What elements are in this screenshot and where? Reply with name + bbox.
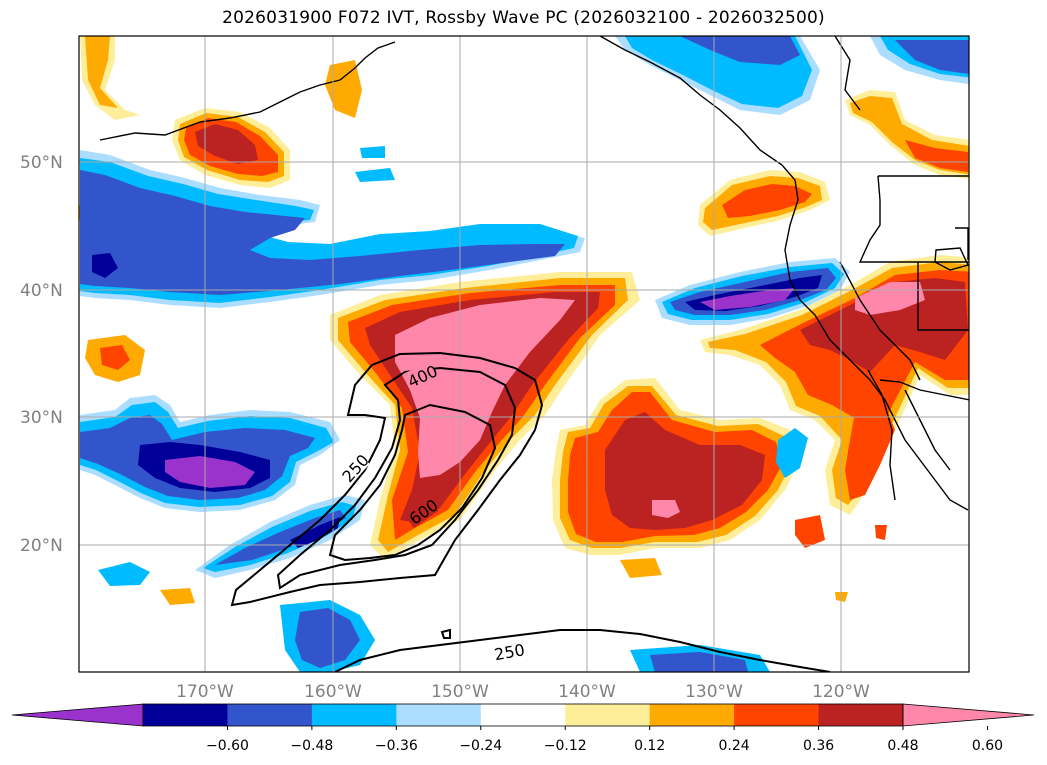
baja-positive-patch bbox=[795, 515, 825, 548]
contour-label-250: 250 bbox=[338, 451, 373, 486]
lon-label-170: 170°W bbox=[176, 682, 234, 702]
colorbar-segment bbox=[311, 704, 397, 726]
sw-negative-patch bbox=[98, 562, 150, 586]
colorbar bbox=[11, 703, 1035, 727]
colorbar-segment bbox=[818, 704, 904, 726]
contour-600 bbox=[328, 403, 497, 562]
contour-400 bbox=[276, 366, 517, 590]
colorbar-tick-label: 0.36 bbox=[803, 738, 834, 754]
nw-positive-core bbox=[85, 36, 118, 108]
colorbar-tick-label: 0.12 bbox=[634, 738, 665, 754]
colorbar-tick-label: 0.24 bbox=[719, 738, 750, 754]
colorbar-outline bbox=[142, 703, 904, 727]
colorbar-tick-label: −0.12 bbox=[544, 738, 587, 754]
ivt-shading: 400 250 600 250 bbox=[79, 36, 969, 672]
ivt-contours bbox=[230, 351, 831, 672]
colorbar-tick-label: −0.24 bbox=[459, 738, 502, 754]
bottom-negative-core bbox=[650, 652, 748, 672]
aleutian-positive-patch bbox=[325, 60, 362, 118]
colorbar-segment bbox=[396, 704, 482, 726]
southeast-positive-anomaly bbox=[552, 378, 800, 555]
lat-label-30: 30°N bbox=[20, 408, 63, 428]
colorbar-segment bbox=[480, 704, 566, 726]
colorbar-segment bbox=[565, 704, 651, 726]
figure-title: 2026031900 F072 IVT, Rossby Wave PC (202… bbox=[222, 8, 825, 28]
colorbar-segment bbox=[227, 704, 313, 726]
colorbar-tick-label: −0.48 bbox=[290, 738, 333, 754]
contour-250-north bbox=[230, 351, 544, 607]
south-negative-band bbox=[195, 495, 365, 578]
colorbar-segment bbox=[649, 704, 735, 726]
colorbar-tick-label: −0.60 bbox=[206, 738, 249, 754]
lat-label-20: 20°N bbox=[20, 536, 63, 556]
contour-250-south bbox=[334, 629, 831, 672]
colorbar-segment bbox=[143, 704, 228, 726]
lat-label-50: 50°N bbox=[20, 153, 63, 173]
lon-label-130: 130°W bbox=[685, 682, 743, 702]
latitude-labels: 50°N 40°N 30°N 20°N bbox=[20, 153, 63, 556]
gulf-alaska-positive-anomaly bbox=[172, 108, 290, 188]
pacific-northwest-positive-anomaly bbox=[698, 170, 830, 236]
south-positive-patch bbox=[160, 588, 195, 605]
contour-small-closed bbox=[440, 628, 451, 639]
california-negative-anomaly bbox=[655, 258, 850, 325]
south-negative-core bbox=[295, 608, 360, 668]
contour-label-250-south: 250 bbox=[493, 640, 526, 664]
colorbar-extend-low bbox=[11, 703, 144, 727]
lake-outline bbox=[934, 247, 969, 271]
central-positive-anomaly bbox=[330, 272, 640, 560]
small-negative-patch bbox=[776, 428, 808, 478]
northeast-positive-anomaly bbox=[845, 90, 969, 180]
gridlines bbox=[79, 36, 969, 672]
colorbar-segment bbox=[734, 704, 820, 726]
colorbar-tick-label: 0.48 bbox=[887, 738, 918, 754]
lon-label-160: 160°W bbox=[304, 682, 362, 702]
lat-label-40: 40°N bbox=[20, 281, 63, 301]
tiny-negative-patch bbox=[360, 146, 385, 158]
lon-label-150: 150°W bbox=[431, 682, 489, 702]
south-central-positive-patch bbox=[620, 558, 662, 578]
colorbar-tick-label: 0.60 bbox=[972, 738, 1003, 754]
lon-label-140: 140°W bbox=[558, 682, 616, 702]
west-negative-anomaly bbox=[80, 395, 340, 512]
west-positive-core bbox=[100, 345, 130, 370]
tiny-negative-patch-2 bbox=[355, 168, 395, 182]
longitude-labels: 170°W 160°W 150°W 140°W 130°W 120°W bbox=[176, 682, 870, 702]
lon-label-120: 120°W bbox=[812, 682, 870, 702]
colorbar-labels: −0.60 −0.48 −0.36 −0.24 −0.12 0.12 0.24 0.36 0.4… bbox=[206, 726, 1003, 754]
tiny-positive-patch-2 bbox=[875, 525, 887, 540]
colorbar-extend-high bbox=[902, 703, 1035, 727]
coastlines bbox=[99, 36, 969, 511]
northeast-negative-anomaly bbox=[615, 36, 969, 115]
colorbar-tick-label: −0.36 bbox=[375, 738, 418, 754]
map-frame bbox=[78, 35, 970, 673]
